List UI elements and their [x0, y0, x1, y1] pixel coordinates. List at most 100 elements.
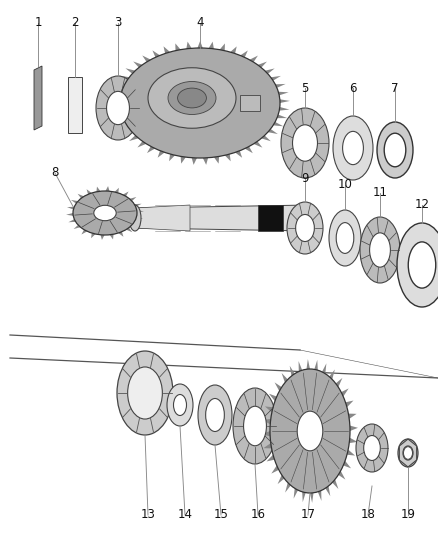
Polygon shape — [163, 46, 170, 53]
Polygon shape — [175, 43, 180, 51]
Ellipse shape — [96, 76, 140, 140]
Text: 4: 4 — [196, 17, 204, 29]
Ellipse shape — [384, 133, 406, 167]
Polygon shape — [114, 84, 125, 88]
Polygon shape — [96, 187, 100, 192]
Text: 14: 14 — [177, 508, 192, 521]
Polygon shape — [125, 68, 135, 74]
Polygon shape — [208, 42, 214, 49]
Polygon shape — [350, 425, 358, 431]
Polygon shape — [349, 438, 357, 443]
Polygon shape — [310, 492, 314, 503]
Polygon shape — [214, 156, 219, 164]
Polygon shape — [346, 400, 353, 407]
Text: 15: 15 — [214, 508, 229, 521]
Polygon shape — [290, 366, 295, 376]
Polygon shape — [135, 205, 190, 231]
Ellipse shape — [398, 439, 418, 467]
Polygon shape — [325, 486, 330, 496]
Text: 13: 13 — [141, 508, 155, 521]
Text: 1: 1 — [34, 17, 42, 29]
Polygon shape — [275, 382, 282, 391]
Polygon shape — [132, 222, 139, 226]
Ellipse shape — [297, 411, 323, 451]
Ellipse shape — [304, 205, 316, 231]
Polygon shape — [258, 205, 283, 231]
Text: 12: 12 — [414, 198, 430, 212]
Ellipse shape — [281, 108, 329, 178]
Polygon shape — [192, 158, 197, 165]
Polygon shape — [100, 235, 105, 240]
Polygon shape — [113, 115, 123, 118]
Ellipse shape — [73, 191, 137, 235]
Text: 2: 2 — [71, 17, 79, 29]
Polygon shape — [118, 232, 124, 237]
Polygon shape — [71, 200, 78, 204]
Polygon shape — [110, 234, 113, 239]
Polygon shape — [133, 61, 142, 68]
Polygon shape — [318, 490, 321, 501]
Polygon shape — [81, 230, 87, 235]
Polygon shape — [68, 219, 76, 222]
Ellipse shape — [270, 369, 350, 493]
Polygon shape — [258, 62, 267, 68]
Polygon shape — [261, 135, 271, 141]
Polygon shape — [266, 455, 275, 462]
Polygon shape — [277, 115, 287, 118]
Ellipse shape — [198, 385, 232, 445]
Polygon shape — [123, 191, 129, 196]
Polygon shape — [134, 204, 141, 207]
Polygon shape — [347, 449, 355, 456]
Polygon shape — [114, 188, 119, 193]
Polygon shape — [343, 461, 351, 469]
Polygon shape — [240, 51, 248, 58]
Text: 11: 11 — [372, 187, 388, 199]
Ellipse shape — [377, 122, 413, 178]
Polygon shape — [91, 233, 95, 238]
Polygon shape — [265, 68, 275, 74]
Polygon shape — [307, 359, 310, 369]
Text: 9: 9 — [301, 172, 309, 184]
Ellipse shape — [120, 48, 280, 158]
Polygon shape — [263, 443, 272, 448]
Text: 16: 16 — [251, 508, 265, 521]
Ellipse shape — [329, 210, 361, 266]
Polygon shape — [138, 141, 146, 148]
Polygon shape — [279, 107, 290, 111]
Polygon shape — [110, 107, 121, 110]
Polygon shape — [117, 122, 127, 126]
Polygon shape — [332, 479, 339, 489]
Polygon shape — [87, 189, 92, 195]
Bar — [240, 95, 260, 111]
Polygon shape — [249, 55, 258, 62]
Polygon shape — [278, 475, 284, 484]
Text: 18: 18 — [360, 508, 375, 521]
Polygon shape — [186, 42, 192, 49]
Polygon shape — [137, 210, 144, 213]
Polygon shape — [130, 197, 136, 201]
Polygon shape — [268, 129, 278, 134]
Polygon shape — [285, 482, 291, 492]
Ellipse shape — [173, 394, 187, 416]
Polygon shape — [273, 122, 283, 126]
Polygon shape — [106, 186, 110, 191]
Polygon shape — [278, 92, 289, 95]
Ellipse shape — [364, 435, 380, 461]
Polygon shape — [34, 66, 42, 130]
Ellipse shape — [287, 202, 323, 254]
Text: 10: 10 — [338, 179, 353, 191]
Polygon shape — [111, 92, 122, 95]
Polygon shape — [78, 194, 84, 198]
Polygon shape — [67, 207, 74, 209]
Polygon shape — [341, 389, 349, 397]
Polygon shape — [66, 213, 73, 216]
Ellipse shape — [370, 233, 390, 267]
Polygon shape — [269, 394, 277, 401]
Ellipse shape — [106, 91, 130, 125]
Ellipse shape — [408, 242, 436, 288]
Polygon shape — [235, 151, 242, 158]
Polygon shape — [135, 205, 310, 231]
Ellipse shape — [296, 214, 314, 241]
Polygon shape — [142, 55, 151, 62]
Text: 17: 17 — [300, 508, 315, 521]
